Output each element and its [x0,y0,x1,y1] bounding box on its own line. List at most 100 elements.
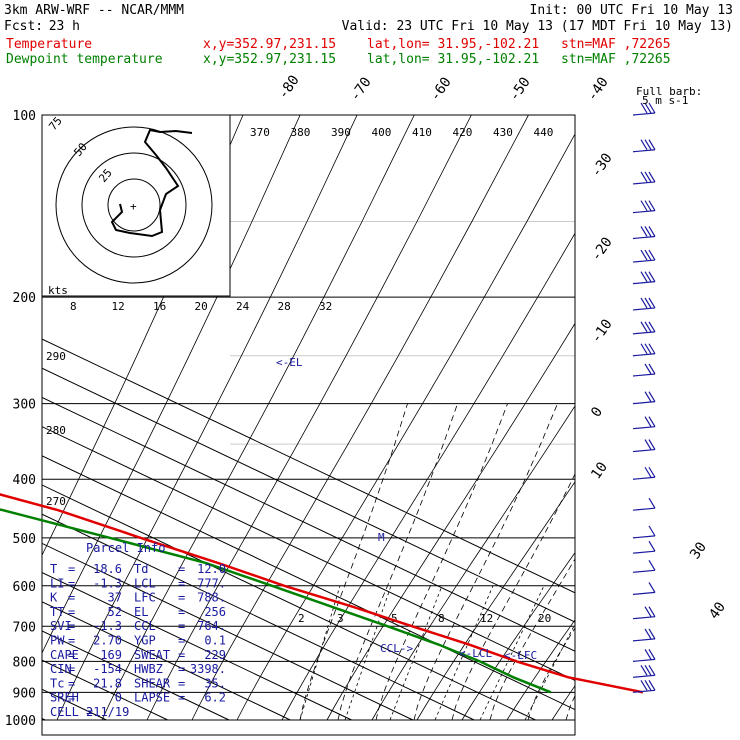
wind-barb-flag [640,171,648,183]
parcel-key: CAPE [50,648,79,662]
wind-barb-staff [632,181,656,185]
dry-adiabat [371,405,575,721]
wind-barb [632,297,656,311]
wind-barb [632,102,656,116]
mixing-ratio-label: 5 [391,612,398,625]
dry-adiabat [56,115,358,721]
wind-barb-staff [632,507,656,511]
wind-barb-flag [648,200,656,211]
parcel-eq: = [68,562,75,576]
parcel-value: -154 [93,662,122,676]
wind-barb-flag [644,102,652,114]
parcel-key: CELL [50,705,79,719]
wind-barb-flag [648,171,656,183]
parcel-eq: = [68,676,75,690]
fcst-hours: 23 h [49,19,80,34]
wind-barb-flag [648,139,656,151]
wind-barb [632,363,656,377]
parcel-eq: = [86,705,93,719]
parcel-value: 777. [197,576,226,590]
wind-barb-flag [648,559,656,571]
wind-barb-flag [648,606,656,617]
parcel-key: SVI [50,619,72,633]
wind-barb-flag [648,680,656,691]
parcel-eq: = [68,619,75,633]
wind-barb [632,497,656,511]
wind-barb-staff [632,112,656,116]
parcel-value: 0.1 [204,634,226,648]
pressure-tick-300: 300 [13,398,36,413]
parcel-value: 52 [108,605,122,619]
isotherm-label: -30 [588,150,616,180]
dry-adiabat [191,115,529,721]
wind-barb-flag [640,249,648,261]
wind-barb-flag [640,200,648,211]
wind-barb-staff [632,281,656,285]
hodo-center: + [130,200,137,213]
wind-barb [632,439,656,453]
pressure-tick-800: 800 [13,655,36,670]
side-number: 280 [46,424,66,437]
isotherm-line [42,338,575,594]
full-barb-label: Full barb: [636,85,702,98]
parcel-eq: = [68,691,75,705]
wind-barb-staff [632,259,656,263]
parcel-value: 12.0 [197,562,226,576]
wind-barb-flag [648,439,656,450]
theta-label: 390 [331,126,351,139]
wind-barb-staff [632,550,656,554]
parcel-value: 0 [115,691,122,705]
parcel-key: SHEAR [134,676,171,690]
wind-barb-flag [644,606,652,617]
parcel-eq: = [178,676,185,690]
wind-barb-flag [640,297,648,309]
parcel-value: -1.3 [93,619,122,633]
isotherm-label: -10 [588,316,616,346]
theta-label: 400 [372,126,392,139]
wind-barb-flag [644,416,652,428]
parcel-value: 6.2 [204,691,226,705]
wind-barb-flag [644,363,652,375]
wind-barb-flag [648,525,656,537]
dewpoint-legend: Dewpoint temperature [6,52,163,67]
parcel-key: YGP [134,634,156,648]
parcel-value: 21.8 [93,676,122,690]
wind-barb [632,582,656,595]
wind-barb-staff [632,535,656,539]
m-marker: M [378,531,385,544]
wind-barb-flag [644,343,652,355]
parcel-eq: = [178,662,185,676]
pressure-tick-200: 200 [13,291,36,306]
lower-axis-label: 32 [319,300,332,313]
wind-barb-staff [632,235,656,240]
isotherm-line [42,367,575,623]
model-title: 3km ARW-WRF -- NCAR/MMM [4,3,184,18]
wind-barb-flag [644,249,652,261]
parcel-eq: = [178,619,185,633]
wind-barb-flag [644,139,652,151]
fcst-label: Fcst: [4,19,43,34]
theta-label: 430 [493,126,513,139]
isotherm-line [42,542,414,721]
wind-barb-flag [648,343,656,355]
wind-barb-flag [648,363,656,375]
pressure-tick-900: 900 [13,686,36,701]
theta-label: 380 [291,126,311,139]
ccl-marker: CCL-> [380,642,413,655]
wind-barb-flag [644,171,652,183]
isotherm-label: 0 [588,404,606,420]
wind-barb-flag [640,102,648,114]
wind-barb-staff [632,149,656,153]
wind-barb [632,559,656,573]
wind-barb-staff [632,591,656,595]
wind-barb-flag [644,649,652,660]
wind-barb-flag [648,664,656,676]
parcel-value: 256 [204,605,226,619]
lower-axis-label: 28 [278,300,291,313]
wind-barb-flag [644,226,652,237]
theta-label: 410 [412,126,432,139]
dry-adiabat [416,481,575,721]
wind-barb-staff [632,448,656,453]
isotherm-label: -80 [275,72,303,102]
